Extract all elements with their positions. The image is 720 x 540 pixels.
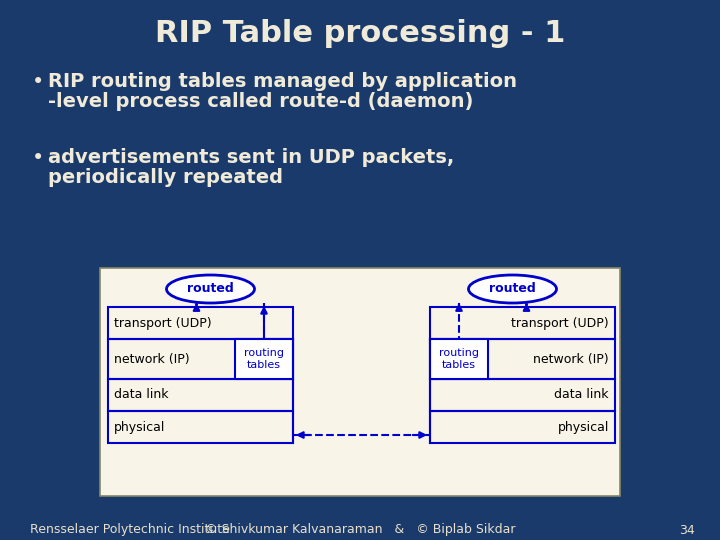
- Ellipse shape: [469, 275, 557, 303]
- Text: network (IP): network (IP): [534, 353, 609, 366]
- Text: routing
tables: routing tables: [439, 348, 479, 370]
- Text: physical: physical: [114, 421, 166, 434]
- Bar: [100, 268, 620, 496]
- Text: physical: physical: [557, 421, 609, 434]
- Text: network (IP): network (IP): [114, 353, 189, 366]
- Bar: [430, 379, 615, 411]
- Bar: [430, 411, 615, 443]
- Text: transport (UDP): transport (UDP): [114, 316, 212, 329]
- Text: data link: data link: [554, 388, 609, 402]
- Text: routed: routed: [187, 282, 234, 295]
- Text: routed: routed: [489, 282, 536, 295]
- Text: •: •: [32, 72, 44, 92]
- Text: Rensselaer Polytechnic Institute: Rensselaer Polytechnic Institute: [30, 523, 230, 537]
- Text: RIP Table processing - 1: RIP Table processing - 1: [155, 18, 565, 48]
- Bar: [108, 379, 293, 411]
- Text: data link: data link: [114, 388, 168, 402]
- Text: transport (UDP): transport (UDP): [511, 316, 609, 329]
- Text: RIP routing tables managed by application: RIP routing tables managed by applicatio…: [48, 72, 517, 91]
- Ellipse shape: [166, 275, 254, 303]
- Bar: [108, 411, 293, 443]
- Bar: [430, 339, 488, 379]
- Text: routing
tables: routing tables: [244, 348, 284, 370]
- Text: periodically repeated: periodically repeated: [48, 168, 283, 187]
- Bar: [108, 339, 293, 379]
- Text: 34: 34: [679, 523, 695, 537]
- Bar: [430, 307, 615, 339]
- Bar: [108, 307, 293, 339]
- Bar: [430, 339, 615, 379]
- Text: •: •: [32, 148, 44, 168]
- Text: advertisements sent in UDP packets,: advertisements sent in UDP packets,: [48, 148, 454, 167]
- Bar: [235, 339, 293, 379]
- Text: -level process called route-d (daemon): -level process called route-d (daemon): [48, 92, 473, 111]
- Text: © Shivkumar Kalvanaraman   &   © Biplab Sikdar: © Shivkumar Kalvanaraman & © Biplab Sikd…: [204, 523, 516, 537]
